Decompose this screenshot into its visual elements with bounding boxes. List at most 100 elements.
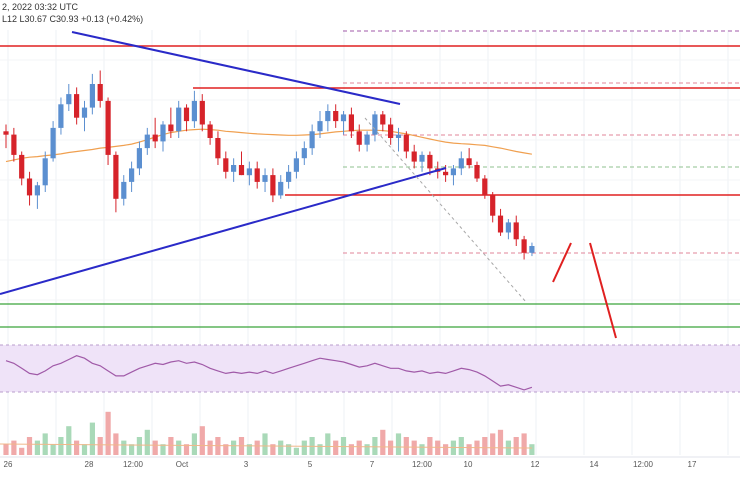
volume-bar	[97, 437, 103, 455]
volume-bar	[317, 444, 323, 455]
volume-bar	[286, 444, 292, 455]
candle-body	[395, 134, 402, 138]
moving-average	[5, 128, 532, 163]
candle-body	[238, 165, 245, 176]
volume-ma-line	[0, 443, 533, 449]
candle-body	[443, 171, 449, 176]
candle-body	[168, 124, 174, 132]
volume-bar	[144, 429, 150, 455]
candle-body	[317, 121, 323, 132]
candle-body	[505, 222, 511, 233]
volume-bar	[513, 437, 519, 455]
candle-body	[293, 158, 299, 172]
volume-bar	[435, 440, 441, 455]
candle-body	[66, 94, 72, 105]
candle-body	[474, 165, 480, 179]
scenario-arrow-up	[552, 242, 572, 283]
volume-bar	[325, 433, 331, 455]
candle-body	[278, 181, 284, 196]
volume-bar	[160, 444, 166, 455]
candle-body	[215, 138, 221, 159]
time-axis-tick-label: 12:00	[123, 460, 144, 469]
volume-bar	[372, 437, 378, 455]
candle-body	[490, 195, 496, 216]
candle-body	[482, 178, 488, 196]
candle-body	[113, 154, 119, 199]
volume-bar	[348, 444, 354, 455]
volume-bar	[191, 433, 197, 455]
candle-body	[42, 158, 48, 186]
candle-body	[270, 175, 276, 196]
volume-bar	[66, 426, 72, 455]
candle-body	[191, 100, 197, 122]
candle-body	[513, 222, 519, 240]
candle-body	[427, 154, 433, 169]
volume-bar	[223, 444, 229, 455]
candle-body	[81, 107, 88, 118]
horizontal-levels[interactable]	[0, 45, 740, 328]
volume-bar	[443, 444, 449, 455]
time-axis: 26 28 12:00 Oct 3 5 7 12:00 10 12 14 12:00 17	[0, 456, 740, 469]
time-axis-tick-label: 12:00	[633, 460, 654, 469]
volume-bar	[340, 437, 347, 455]
volume-bar	[105, 411, 111, 455]
candle-body	[34, 185, 40, 196]
volume-bar	[395, 433, 402, 455]
candle-body	[309, 131, 315, 149]
candle-body	[58, 104, 64, 128]
candle-body	[3, 131, 9, 135]
time-axis-tick-label: 12:00	[412, 460, 433, 469]
volume-bar	[246, 444, 252, 455]
volume-bar	[254, 440, 260, 455]
candle-body	[372, 114, 378, 135]
candle-body	[199, 100, 205, 125]
volume-bar	[183, 444, 190, 455]
volume-bar	[11, 440, 17, 455]
volume-bar	[152, 440, 158, 455]
candle-body	[466, 158, 472, 166]
candle-body	[97, 84, 103, 101]
candle-body	[458, 158, 464, 169]
candle-body	[183, 107, 190, 122]
volume-bar	[262, 433, 268, 455]
candle-body	[50, 127, 56, 159]
volume-bar	[136, 437, 142, 455]
volume-bar	[50, 444, 56, 455]
time-axis-tick-label: 5	[308, 460, 313, 469]
candle-body	[11, 134, 17, 155]
trendlines[interactable]	[0, 31, 617, 339]
volume-bar	[388, 440, 394, 455]
volume-bar	[301, 440, 307, 455]
candle-body	[176, 107, 182, 132]
volume-bar	[419, 444, 425, 455]
candle-body	[74, 94, 80, 118]
volume-bar	[482, 437, 488, 455]
candle-body	[231, 165, 237, 172]
candle-body	[105, 100, 111, 155]
volume-bar	[176, 440, 182, 455]
candle-body	[521, 239, 527, 253]
time-axis-tick-label: 7	[370, 460, 375, 469]
volume-bar	[168, 437, 174, 455]
volume-bar	[529, 444, 535, 455]
volume-bar	[3, 444, 9, 455]
chart-header-ohlc: L12 L30.67 C30.93 +0.13 (+0.42%)	[2, 14, 143, 24]
candle-body	[301, 148, 307, 159]
candle-body	[388, 124, 394, 138]
volume-bar	[74, 440, 80, 455]
candle-body	[364, 134, 370, 145]
candle-body	[411, 151, 417, 162]
volume-bars	[0, 411, 535, 455]
volume-bar	[521, 433, 527, 455]
volume-bar	[403, 437, 409, 455]
scenario-arrow-down	[589, 242, 617, 339]
volume-bar	[380, 429, 386, 455]
candle-body	[19, 154, 25, 179]
time-axis-tick-label: 12	[531, 460, 540, 469]
candle-body	[419, 154, 425, 162]
time-axis-tick-label: 26	[4, 460, 13, 469]
volume-bar	[19, 447, 25, 455]
volume-bar	[411, 440, 417, 455]
